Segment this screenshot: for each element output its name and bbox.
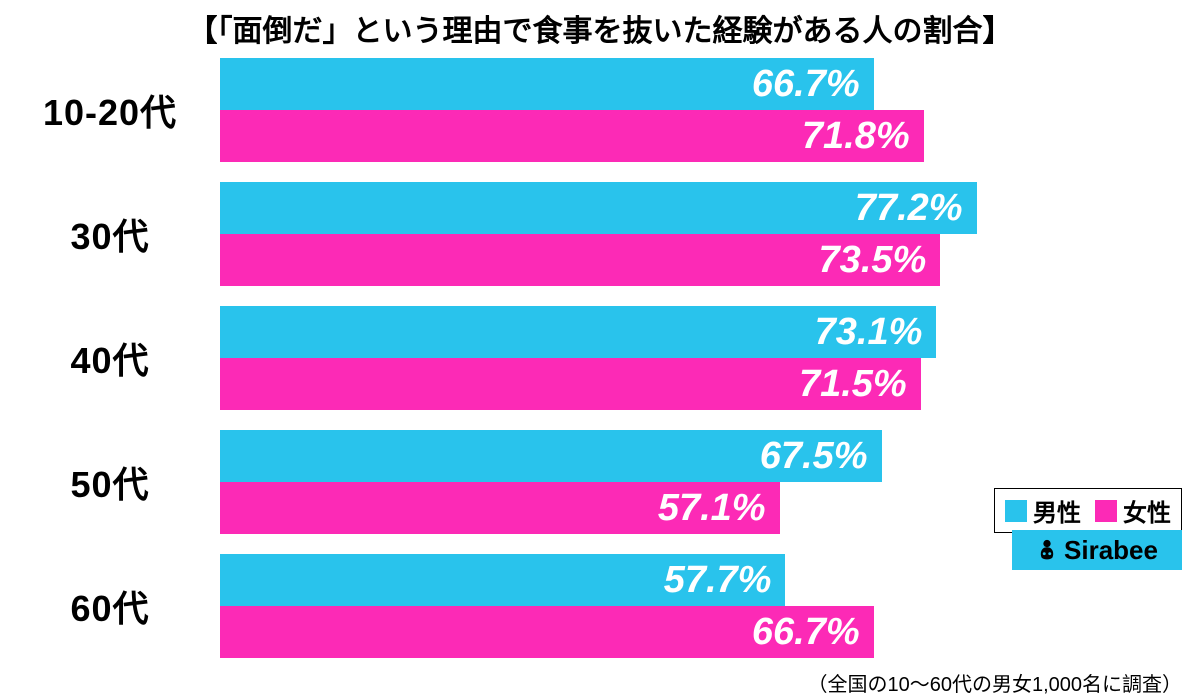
bar: 67.5%: [220, 430, 882, 482]
category-label: 40代: [0, 306, 220, 410]
bar: 77.2%: [220, 182, 977, 234]
bars-wrap: 66.7% 71.8%: [220, 58, 1200, 162]
chart-container: 【「面倒だ」という理由で食事を抜いた経験がある人の割合】 10-20代66.7%…: [0, 0, 1200, 699]
bar-group: 10-20代 66.7% 71.8%: [0, 58, 1200, 162]
legend-swatch: [1005, 500, 1027, 522]
bar: 66.7%: [220, 58, 874, 110]
legend-label: 男性: [1033, 493, 1081, 528]
legend-item: 女性: [1095, 493, 1171, 528]
legend-label: 女性: [1123, 493, 1171, 528]
bar: 73.1%: [220, 306, 936, 358]
bar: 73.5%: [220, 234, 940, 286]
legend-swatch: [1095, 500, 1117, 522]
legend: 男性 女性: [994, 488, 1182, 533]
bar-value-label: 73.1%: [815, 311, 937, 354]
bar-value-label: 66.7%: [752, 63, 874, 106]
bar-value-label: 66.7%: [752, 611, 874, 654]
bar-group: 30代 77.2% 73.5%: [0, 182, 1200, 286]
chart-title: 【「面倒だ」という理由で食事を抜いた経験がある人の割合】: [0, 6, 1200, 50]
bar-value-label: 71.5%: [799, 363, 921, 406]
bars-wrap: 77.2% 73.5%: [220, 182, 1200, 286]
category-label: 50代: [0, 430, 220, 534]
bar-value-label: 57.7%: [664, 559, 786, 602]
plot-area: 10-20代 66.7% 71.8% 30代 77.2% 73.5% 40代 73.1% 71.…: [0, 58, 1200, 678]
bar-value-label: 71.8%: [802, 115, 924, 158]
source-note: （全国の10〜60代の男女1,000名に調査）: [807, 668, 1182, 697]
brand-icon: [1036, 539, 1058, 561]
bar-value-label: 57.1%: [658, 487, 780, 530]
brand-badge: Sirabee: [1012, 530, 1182, 570]
bar: 71.5%: [220, 358, 921, 410]
bar: 57.1%: [220, 482, 780, 534]
bar-group: 40代 73.1% 71.5%: [0, 306, 1200, 410]
bar-value-label: 67.5%: [760, 435, 882, 478]
bar-value-label: 73.5%: [819, 239, 941, 282]
bars-wrap: 73.1% 71.5%: [220, 306, 1200, 410]
bar: 57.7%: [220, 554, 785, 606]
brand-text: Sirabee: [1064, 535, 1158, 566]
category-label: 30代: [0, 182, 220, 286]
bar: 66.7%: [220, 606, 874, 658]
category-label: 10-20代: [0, 58, 220, 162]
bar: 71.8%: [220, 110, 924, 162]
bar-value-label: 77.2%: [855, 187, 977, 230]
legend-item: 男性: [1005, 493, 1081, 528]
category-label: 60代: [0, 554, 220, 658]
